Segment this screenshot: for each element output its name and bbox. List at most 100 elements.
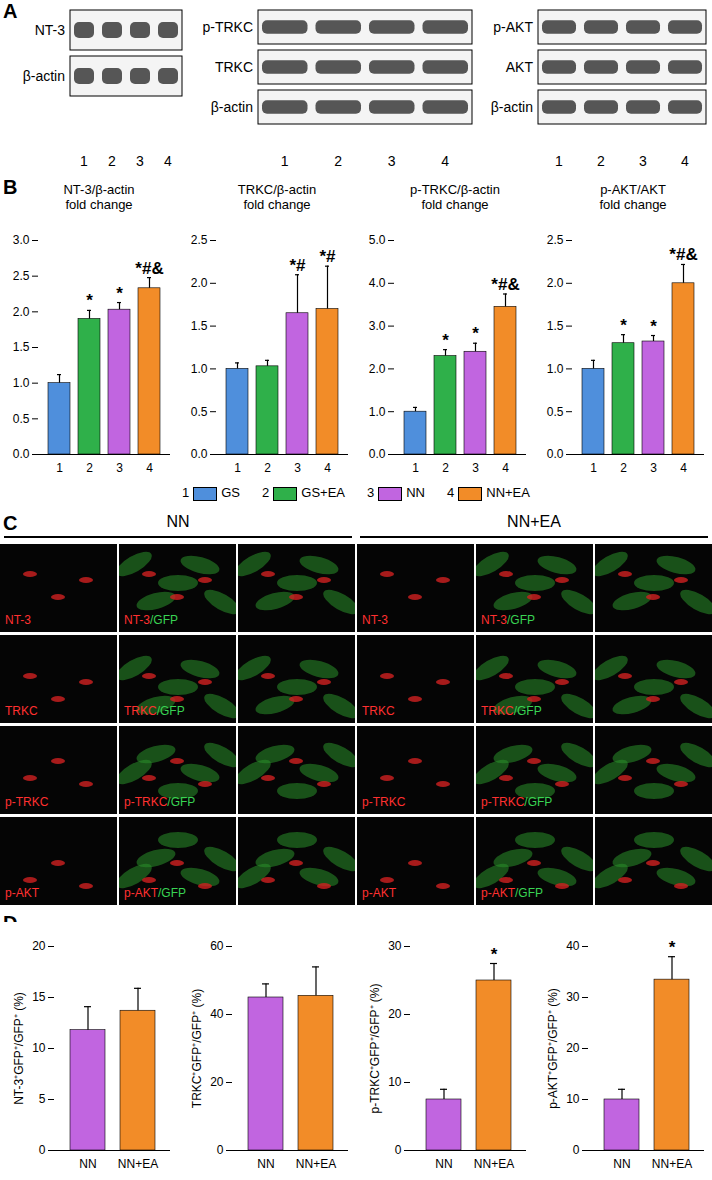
svg-text:p-TRKC⁺GFP⁺/GFP⁺ (%): p-TRKC⁺GFP⁺/GFP⁺ (%): [368, 983, 382, 1113]
svg-text:1: 1: [281, 153, 289, 169]
svg-text:p-TRKC/GFP: p-TRKC/GFP: [481, 795, 552, 809]
svg-text:1.0: 1.0: [13, 376, 30, 390]
svg-text:1.0: 1.0: [191, 362, 208, 376]
svg-text:20: 20: [210, 1075, 224, 1089]
svg-text:0.0: 0.0: [547, 447, 564, 461]
svg-text:β-actin: β-actin: [211, 99, 253, 115]
svg-text:NN+EA: NN+EA: [296, 1157, 336, 1171]
svg-text:*: *: [491, 945, 498, 964]
svg-text:4: 4: [441, 153, 449, 169]
svg-text:0: 0: [39, 1143, 46, 1157]
svg-text:4.0: 4.0: [369, 276, 386, 290]
svg-text:3: 3: [650, 461, 657, 475]
svg-text:2.5: 2.5: [547, 233, 564, 247]
svg-text:2.0: 2.0: [547, 276, 564, 290]
svg-text:1: 1: [590, 461, 597, 475]
svg-text:3: 3: [294, 461, 301, 475]
svg-text:20: 20: [388, 1007, 402, 1021]
svg-text:p-AKT⁺GFP⁺/GFP⁺ (%): p-AKT⁺GFP⁺/GFP⁺ (%): [546, 988, 560, 1109]
svg-text:p-AKT: p-AKT: [362, 886, 397, 900]
svg-text:0.0: 0.0: [191, 447, 208, 461]
svg-text:4: 4: [146, 461, 153, 475]
svg-text:*: *: [669, 938, 676, 957]
svg-text:*#&: *#&: [669, 245, 697, 264]
svg-text:NT-3/GFP: NT-3/GFP: [481, 613, 535, 627]
svg-text:p-TRKC: p-TRKC: [362, 795, 406, 809]
svg-text:2.0: 2.0: [369, 362, 386, 376]
svg-text:0.0: 0.0: [369, 447, 386, 461]
svg-text:*: *: [116, 284, 123, 303]
svg-text:NT-3⁺GFP⁺/GFP⁺ (%): NT-3⁺GFP⁺/GFP⁺ (%): [12, 992, 26, 1105]
svg-text:NN: NN: [613, 1157, 630, 1171]
svg-text:2: 2: [620, 461, 627, 475]
svg-text:0.0: 0.0: [13, 447, 30, 461]
svg-text:5.0: 5.0: [369, 233, 386, 247]
svg-text:0: 0: [395, 1143, 402, 1157]
svg-text:*: *: [472, 324, 479, 343]
svg-text:15: 15: [32, 990, 46, 1004]
svg-text:3: 3: [116, 461, 123, 475]
svg-text:2: 2: [597, 153, 605, 169]
svg-text:2: 2: [264, 461, 271, 475]
svg-text:30: 30: [566, 990, 580, 1004]
svg-text:p-AKT: p-AKT: [493, 19, 533, 35]
svg-text:2.0: 2.0: [13, 305, 30, 319]
svg-text:*: *: [86, 291, 93, 310]
svg-text:1.5: 1.5: [547, 319, 564, 333]
svg-text:2.5: 2.5: [191, 233, 208, 247]
svg-text:2.0: 2.0: [191, 276, 208, 290]
svg-text:3.0: 3.0: [369, 319, 386, 333]
svg-text:p-TRKC: p-TRKC: [5, 795, 49, 809]
svg-text:40: 40: [210, 1007, 224, 1021]
svg-text:10: 10: [388, 1075, 402, 1089]
svg-text:0.5: 0.5: [547, 405, 564, 419]
svg-text:NT-3: NT-3: [362, 613, 388, 627]
svg-text:p-TRKC/GFP: p-TRKC/GFP: [124, 795, 195, 809]
svg-text:NT-3/GFP: NT-3/GFP: [124, 613, 178, 627]
svg-text:2: 2: [334, 153, 342, 169]
svg-text:*: *: [620, 316, 627, 335]
svg-text:*#: *#: [289, 256, 306, 275]
svg-text:TRKC: TRKC: [362, 704, 395, 718]
svg-text:30: 30: [388, 939, 402, 953]
svg-text:10: 10: [566, 1092, 580, 1106]
svg-text:2.5: 2.5: [13, 269, 30, 283]
svg-text:2: 2: [442, 461, 449, 475]
svg-text:NN: NN: [257, 1157, 274, 1171]
svg-text:*#&: *#&: [135, 259, 163, 278]
svg-text:20: 20: [566, 1041, 580, 1055]
svg-text:β-actin: β-actin: [491, 99, 533, 115]
svg-text:0: 0: [217, 1143, 224, 1157]
svg-text:60: 60: [210, 939, 224, 953]
svg-text:0.5: 0.5: [13, 412, 30, 426]
svg-text:TRKC/GFP: TRKC/GFP: [124, 704, 185, 718]
svg-text:3.0: 3.0: [13, 233, 30, 247]
svg-text:4: 4: [502, 461, 509, 475]
svg-text:3: 3: [388, 153, 396, 169]
svg-text:TRKC⁺GFP⁺/GFP⁺ (%): TRKC⁺GFP⁺/GFP⁺ (%): [190, 989, 204, 1108]
svg-text:1.0: 1.0: [369, 405, 386, 419]
svg-text:5: 5: [39, 1092, 46, 1106]
svg-text:p-TRKC: p-TRKC: [202, 19, 253, 35]
svg-text:1.5: 1.5: [191, 319, 208, 333]
svg-text:1.5: 1.5: [13, 340, 30, 354]
svg-text:p-AKT: p-AKT: [5, 886, 40, 900]
svg-text:*#&: *#&: [491, 275, 519, 294]
svg-text:NT-3: NT-3: [35, 22, 66, 38]
svg-text:p-AKT/GFP: p-AKT/GFP: [124, 886, 186, 900]
svg-text:NT-3: NT-3: [5, 613, 31, 627]
svg-text:1.0: 1.0: [547, 362, 564, 376]
svg-text:*: *: [442, 331, 449, 350]
svg-text:0.5: 0.5: [191, 405, 208, 419]
svg-text:1: 1: [234, 461, 241, 475]
svg-text:NN+EA: NN+EA: [118, 1157, 158, 1171]
svg-text:3: 3: [639, 153, 647, 169]
svg-text:0: 0: [573, 1143, 580, 1157]
svg-text:β-actin: β-actin: [23, 68, 65, 84]
svg-text:2: 2: [108, 153, 116, 169]
svg-text:4: 4: [164, 153, 172, 169]
svg-text:1: 1: [56, 461, 63, 475]
svg-text:NN+EA: NN+EA: [652, 1157, 692, 1171]
svg-text:NN: NN: [79, 1157, 96, 1171]
svg-text:3: 3: [136, 153, 144, 169]
